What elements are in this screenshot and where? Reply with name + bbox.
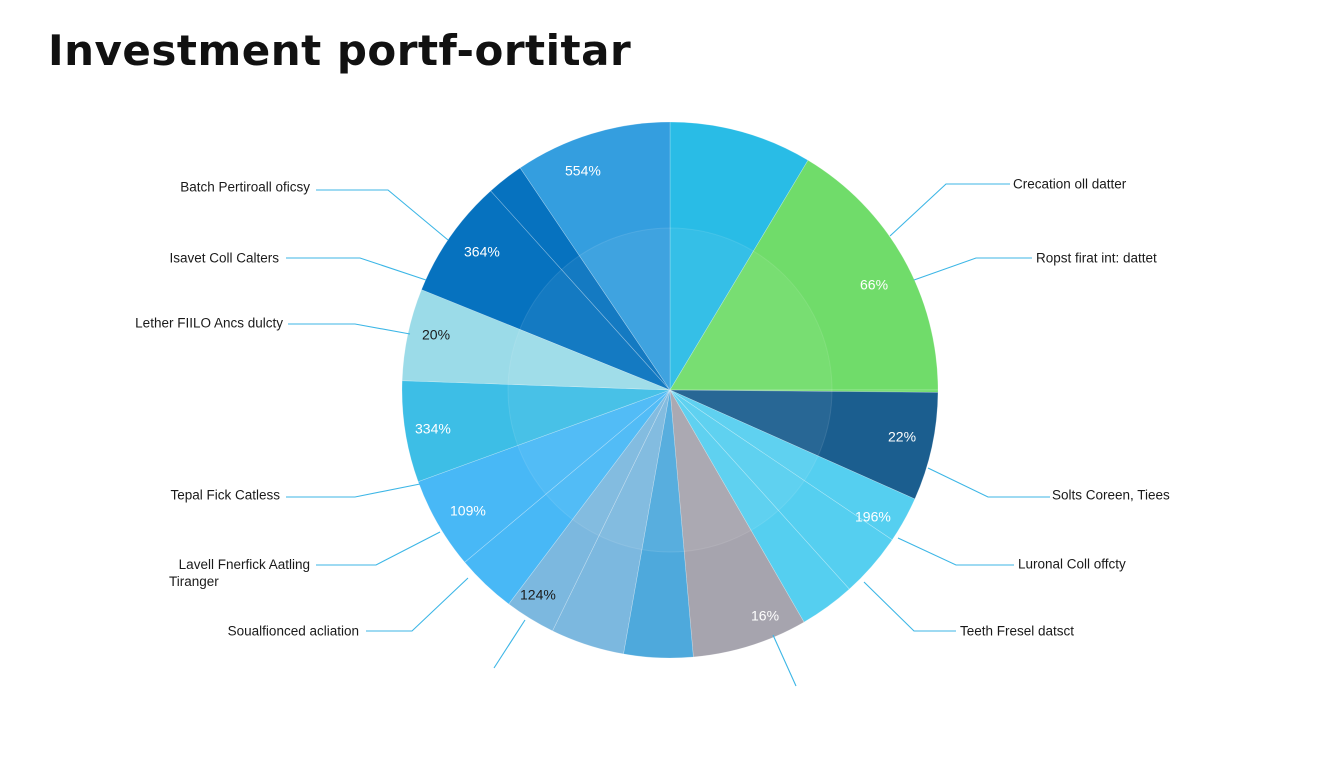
slice-callout-label: Batch Pertiroall oficsy bbox=[180, 180, 310, 195]
pie-slice bbox=[669, 389, 850, 623]
slice-percent-label: 66% bbox=[860, 277, 888, 293]
pie-slice bbox=[464, 389, 671, 605]
slice-callout-label: Ropst firat int: dattet bbox=[1036, 251, 1157, 266]
slice-percent-label: 364% bbox=[464, 244, 500, 260]
pie-slice bbox=[669, 121, 809, 392]
callout-line bbox=[316, 531, 441, 566]
slice-percent-label: 196% bbox=[855, 509, 891, 525]
slice-percent-label: 109% bbox=[450, 503, 486, 519]
slice-percent-label: 20% bbox=[422, 327, 450, 343]
pie-slice bbox=[421, 190, 671, 391]
pie-slice bbox=[669, 389, 916, 541]
slice-percent-label: 124% bbox=[520, 587, 556, 603]
inner-ring bbox=[507, 227, 833, 553]
slice-callout-label: Soualfionced acliation bbox=[228, 624, 359, 639]
callout-line bbox=[913, 257, 1032, 281]
slice-callout-label: Isavet Coll Calters bbox=[169, 251, 279, 266]
pie-slice bbox=[508, 389, 671, 632]
pie-slice bbox=[401, 380, 671, 483]
callout-line bbox=[288, 323, 411, 335]
pie-slice bbox=[669, 389, 893, 590]
pie-slice bbox=[490, 167, 671, 391]
chart-title: Investment portf-ortitar bbox=[48, 26, 632, 75]
callout-line bbox=[286, 257, 427, 281]
callout-line bbox=[366, 577, 469, 632]
callout-line bbox=[286, 483, 421, 498]
slice-callout-label: Luronal Coll offcty bbox=[1018, 557, 1126, 572]
pie-slice bbox=[669, 159, 939, 391]
pie-slice bbox=[669, 389, 939, 393]
slice-percent-label: 22% bbox=[888, 429, 916, 445]
pie-slice bbox=[552, 389, 671, 655]
callout-line bbox=[897, 537, 1014, 566]
pie-slice bbox=[401, 289, 671, 391]
slice-percent-label: 16% bbox=[751, 608, 779, 624]
pie-slice bbox=[623, 389, 694, 659]
slice-callout-label: Crecation oll datter bbox=[1013, 177, 1127, 192]
callout-line-extra bbox=[493, 619, 526, 669]
slice-percent-label: 334% bbox=[415, 421, 451, 437]
slice-callout-label: Solts Coreen, Tiees bbox=[1052, 488, 1170, 503]
callout-line-extra bbox=[772, 634, 797, 687]
callout-line bbox=[316, 189, 449, 241]
slice-percent-label: 554% bbox=[565, 163, 601, 179]
slice-callout-label: Lether FIILO Ancs dulcty bbox=[135, 316, 283, 331]
callout-line bbox=[927, 467, 1050, 498]
slice-callout-label: Teeth Fresel datsct bbox=[960, 624, 1074, 639]
callout-line bbox=[889, 183, 1010, 237]
slice-callout-label: Tepal Fick Catless bbox=[170, 488, 280, 503]
pie-slice bbox=[417, 389, 671, 563]
callout-line bbox=[863, 581, 956, 632]
pie-slice bbox=[669, 389, 939, 500]
pie-slice bbox=[669, 389, 805, 658]
pie-slice bbox=[519, 121, 671, 391]
slice-callout-label: Lavell Fnerfick Aatling Tiranger bbox=[169, 557, 310, 589]
